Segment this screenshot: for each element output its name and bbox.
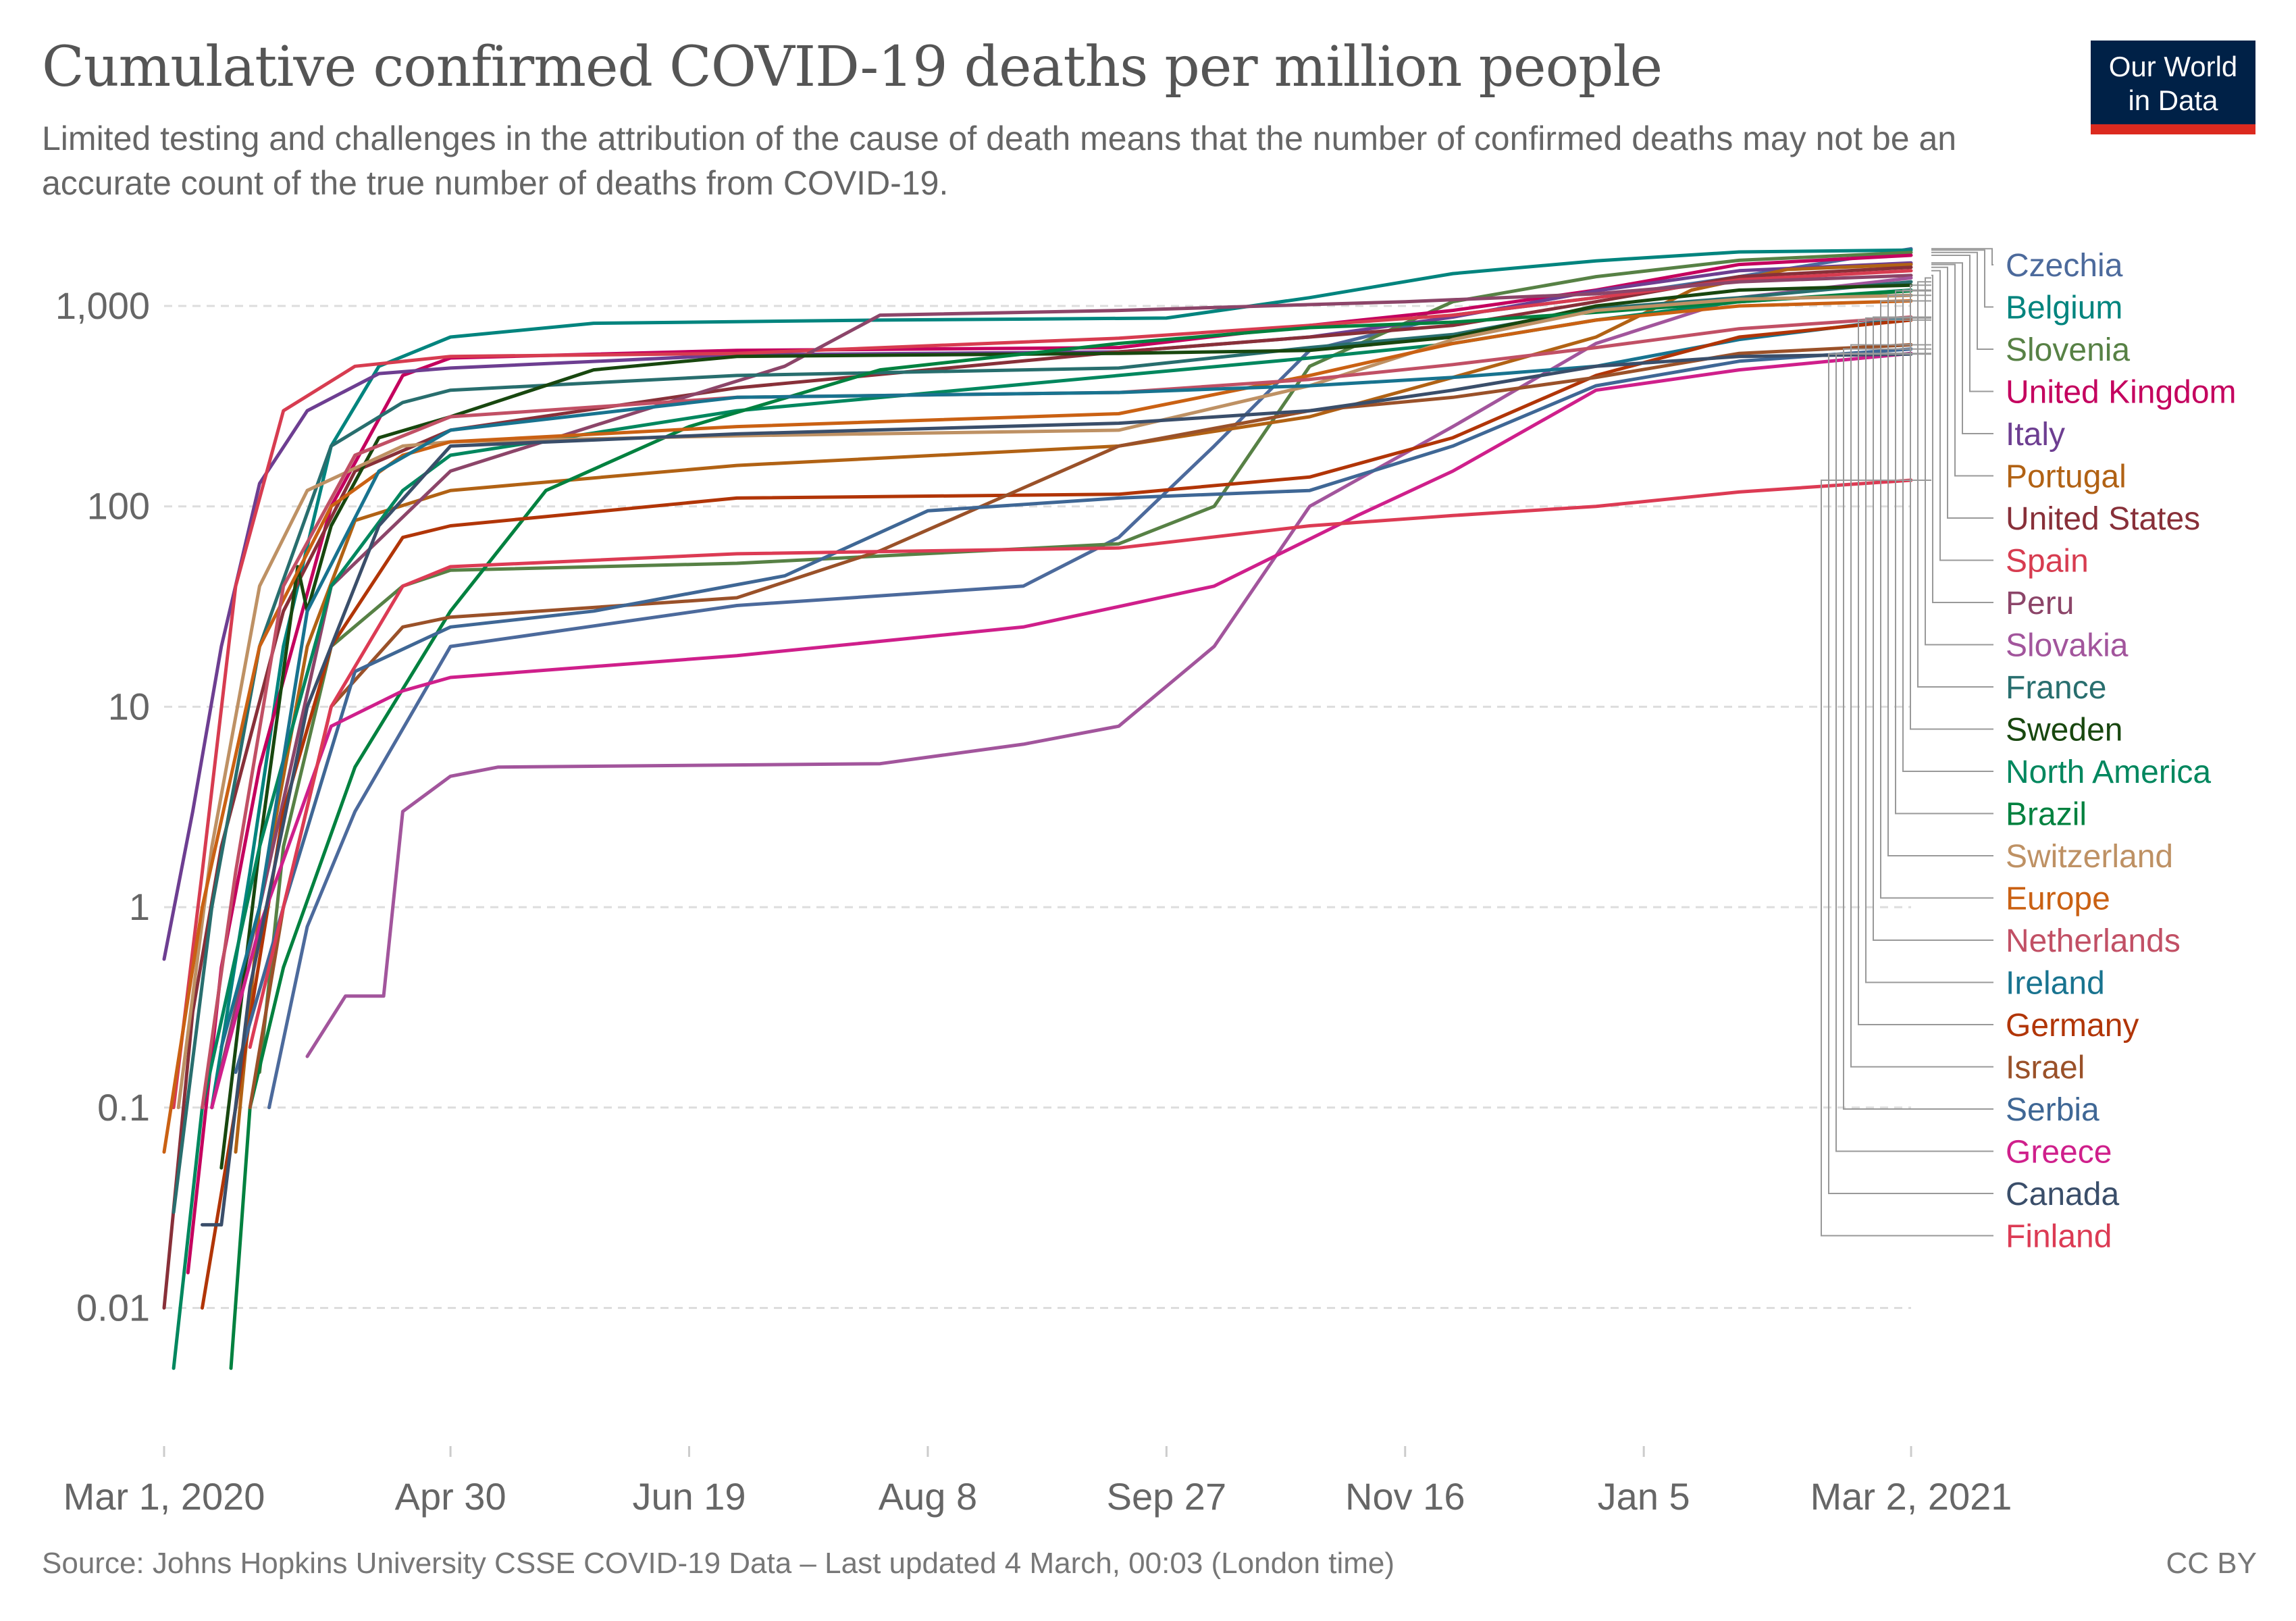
legend-item-czechia[interactable]: Czechia (2006, 248, 2123, 284)
legend-item-netherlands[interactable]: Netherlands (2006, 923, 2181, 959)
legend-connector (1917, 281, 1993, 688)
series-line-spain[interactable] (172, 269, 1913, 1110)
legend-item-ireland[interactable]: Ireland (2006, 966, 2105, 1002)
x-tick-label: Jan 5 (1598, 1475, 1690, 1518)
legend-connector (1931, 249, 1993, 308)
legend-connector (1843, 348, 1993, 1110)
x-tick-label: Aug 8 (879, 1475, 977, 1518)
logo-line-1: Our World (2108, 51, 2238, 82)
y-tick-label: 0.1 (97, 1086, 150, 1129)
source-note: Source: Johns Hopkins University CSSE CO… (42, 1547, 1394, 1580)
legend-connector (1931, 274, 1993, 603)
series-line-germany[interactable] (201, 318, 1913, 1310)
legend-connector (1865, 317, 1993, 983)
logo-text: Our World in Data (2091, 50, 2255, 118)
series-line-portugal[interactable] (234, 263, 1913, 1154)
legend-connector (1925, 277, 1993, 646)
legend-connector (1880, 300, 1993, 899)
legend-item-portugal[interactable]: Portugal (2006, 459, 2127, 495)
y-axis-ticks: 0.01 0.1 1 10 100 1,000 (55, 284, 150, 1329)
legend-item-italy[interactable]: Italy (2006, 417, 2065, 453)
gridlines (164, 305, 1911, 1309)
series-line-greece[interactable] (210, 351, 1913, 1110)
legend-connector (1910, 284, 1993, 730)
series-line-netherlands[interactable] (201, 315, 1913, 1110)
logo-line-2: in Data (2128, 84, 2218, 116)
series-lines (162, 247, 1913, 1370)
x-axis-ticks: Mar 1, 2020 Apr 30 Jun 19 Aug 8 Sep 27 Nov 16… (63, 1446, 2012, 1518)
x-tick-label: Jun 19 (632, 1475, 746, 1518)
legend-item-europe[interactable]: Europe (2006, 881, 2110, 917)
series-line-switzerland[interactable] (176, 293, 1913, 1110)
legend-item-north-america[interactable]: North America (2006, 754, 2211, 790)
legend-connector (1931, 263, 1993, 477)
series-line-israel[interactable] (248, 343, 1913, 1110)
legend-item-switzerland[interactable]: Switzerland (2006, 839, 2173, 875)
legend-item-belgium[interactable]: Belgium (2006, 290, 2122, 326)
legend-item-spain[interactable]: Spain (2006, 544, 2089, 580)
y-tick-label: 1,000 (55, 284, 150, 327)
series-line-belgium[interactable] (210, 248, 1913, 1110)
series-line-peru[interactable] (210, 274, 1913, 1110)
legend: Czechia Belgium Slovenia United Kingdom Ital… (2006, 248, 2237, 1255)
series-line-serbia[interactable] (234, 347, 1913, 1075)
legend-connector (1828, 353, 1993, 1194)
logo-accent-bar (2091, 124, 2255, 134)
series-line-canada[interactable] (201, 352, 1913, 1227)
legend-item-slovakia[interactable]: Slovakia (2006, 628, 2129, 664)
legend-connector (1931, 251, 1993, 350)
x-tick-label: Mar 2, 2021 (1810, 1475, 2012, 1518)
legend-item-sweden[interactable]: Sweden (2006, 713, 2122, 748)
x-tick-label: Apr 30 (395, 1475, 506, 1518)
owid-logo[interactable]: Our World in Data (2091, 41, 2255, 134)
legend-connectors (1821, 248, 1993, 1237)
license-link[interactable]: CC BY (2166, 1547, 2257, 1580)
legend-connector (1931, 248, 1993, 265)
legend-item-greece[interactable]: Greece (2006, 1135, 2112, 1170)
legend-connector (1858, 319, 1993, 1025)
legend-connector (1931, 255, 1993, 392)
legend-item-slovenia[interactable]: Slovenia (2006, 332, 2130, 368)
series-line-united-kingdom[interactable] (186, 253, 1913, 1275)
legend-item-france[interactable]: France (2006, 670, 2106, 706)
legend-connector (1931, 266, 1993, 519)
series-line-ireland[interactable] (219, 316, 1913, 1049)
legend-connector (1931, 262, 1993, 434)
chart-subtitle: Limited testing and challenges in the at… (42, 120, 1957, 202)
series-line-finland[interactable] (248, 478, 1913, 1049)
y-tick-label: 100 (87, 485, 150, 528)
series-line-slovakia[interactable] (305, 276, 1913, 1058)
x-tick-label: Mar 1, 2020 (63, 1475, 265, 1518)
legend-item-united-kingdom[interactable]: United Kingdom (2006, 375, 2237, 411)
legend-item-serbia[interactable]: Serbia (2006, 1092, 2099, 1128)
series-line-brazil[interactable] (229, 289, 1913, 1370)
series-line-north-america[interactable] (172, 288, 1913, 1370)
legend-connector (1850, 344, 1993, 1068)
legend-item-brazil[interactable]: Brazil (2006, 797, 2087, 833)
legend-connector (1902, 289, 1993, 772)
legend-connector (1931, 269, 1993, 561)
legend-item-canada[interactable]: Canada (2006, 1177, 2119, 1212)
legend-item-finland[interactable]: Finland (2006, 1219, 2112, 1255)
legend-item-germany[interactable]: Germany (2006, 1008, 2139, 1044)
series-line-sweden[interactable] (219, 283, 1913, 1170)
legend-connector (1887, 294, 1993, 856)
legend-connector (1873, 316, 1993, 941)
chart-title: Cumulative confirmed COVID-19 deaths per… (42, 35, 1663, 99)
legend-item-israel[interactable]: Israel (2006, 1050, 2085, 1086)
legend-connector (1835, 353, 1993, 1152)
x-tick-label: Nov 16 (1345, 1475, 1465, 1518)
legend-connector (1895, 290, 1993, 815)
legend-item-peru[interactable]: Peru (2006, 586, 2074, 621)
legend-connector (1821, 480, 1993, 1237)
y-tick-label: 1 (129, 885, 150, 928)
legend-item-united-states[interactable]: United States (2006, 501, 2200, 537)
y-tick-label: 0.01 (76, 1287, 150, 1329)
series-line-europe[interactable] (162, 299, 1913, 1154)
y-tick-label: 10 (108, 685, 150, 727)
x-tick-label: Sep 27 (1107, 1475, 1227, 1518)
